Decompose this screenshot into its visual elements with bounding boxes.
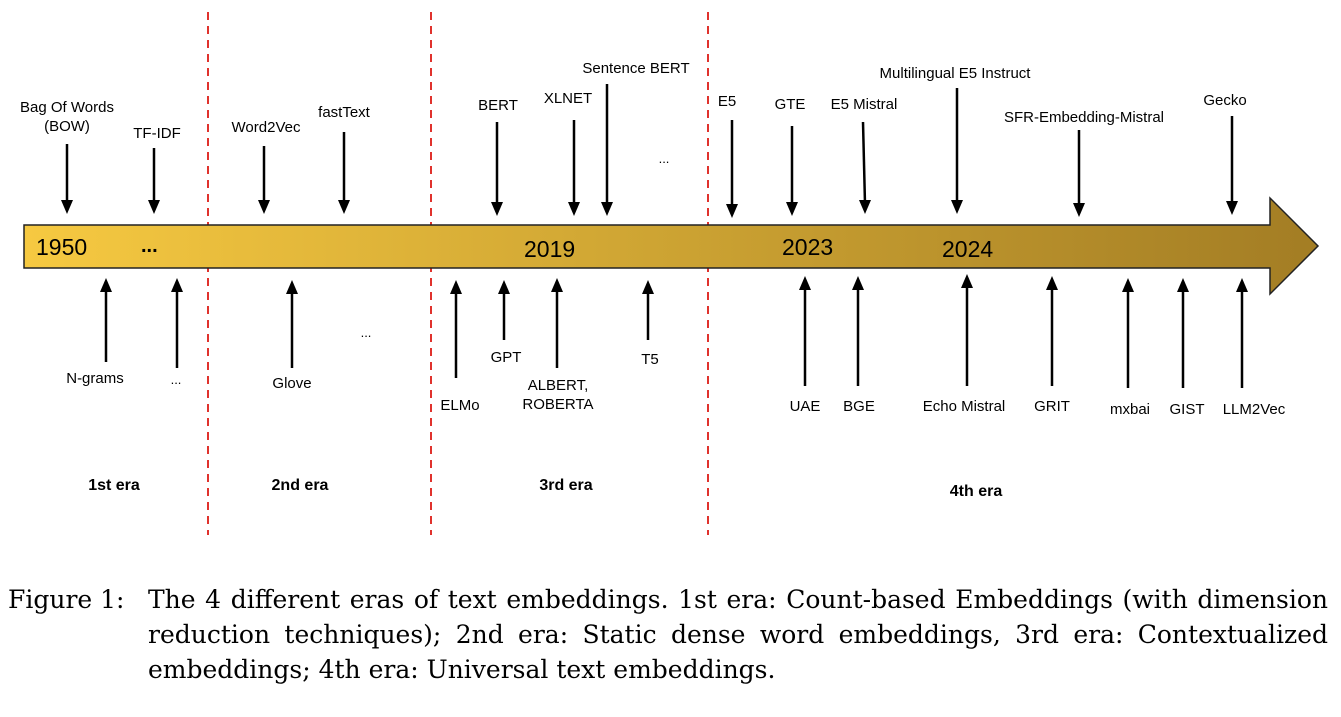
- arrow-fasttext: [338, 132, 350, 214]
- arrow-sfr: [1073, 130, 1085, 217]
- arrow-albert-roberta: [551, 278, 563, 368]
- arrow-gpt: [498, 280, 510, 340]
- label-gist: GIST: [1169, 401, 1204, 418]
- caption-label: Figure 1:: [8, 585, 125, 614]
- label-mxbai: mxbai: [1110, 401, 1150, 418]
- label-sfr-embedding-mistral: SFR-Embedding-Mistral: [1004, 109, 1164, 126]
- arrow-llm2vec: [1236, 278, 1248, 388]
- year-1950: 1950: [36, 234, 87, 260]
- label-gpt: GPT: [491, 349, 522, 366]
- arrow-mxbai: [1122, 278, 1134, 388]
- label-roberta: ROBERTA: [522, 396, 593, 413]
- label-bow-2: (BOW): [44, 118, 90, 135]
- label-bge: BGE: [843, 398, 875, 415]
- arrow-multilingual-e5: [951, 88, 963, 214]
- arrow-gecko: [1226, 116, 1238, 215]
- arrow-tfidf: [148, 148, 160, 214]
- caption-text: The 4 different eras of text embeddings.…: [148, 585, 1328, 684]
- arrow-bow: [61, 144, 73, 214]
- arrow-ngrams: [100, 278, 112, 362]
- label-e5: E5: [718, 93, 736, 110]
- arrow-gist: [1177, 278, 1189, 388]
- label-xlnet: XLNET: [544, 90, 592, 107]
- label-glove: Glove: [272, 375, 311, 392]
- arrow-word2vec: [258, 146, 270, 214]
- timeline-diagram: 1950 ... 2019 2023 2024 Ba: [20, 12, 1320, 535]
- era-label-4: 4th era: [950, 483, 1003, 500]
- label-grit: GRIT: [1034, 398, 1070, 415]
- arrow-elmo: [450, 280, 462, 378]
- era-label-1: 1st era: [88, 477, 140, 494]
- arrow-sentence-bert: [601, 84, 613, 216]
- arrow-e5: [726, 120, 738, 218]
- label-llm2vec: LLM2Vec: [1223, 401, 1286, 418]
- bar-ellipsis: ...: [141, 235, 158, 257]
- label-gecko: Gecko: [1203, 92, 1246, 109]
- year-2023: 2023: [782, 234, 833, 260]
- label-gte: GTE: [775, 96, 806, 113]
- label-word2vec: Word2Vec: [232, 119, 301, 136]
- label-ellipsis-below-1: ...: [171, 372, 182, 387]
- below-arrows: [100, 274, 1248, 388]
- arrow-grit: [1046, 276, 1058, 386]
- above-arrows: [61, 84, 1238, 218]
- era-labels: 1st era 2nd era 3rd era 4th era: [88, 477, 1002, 500]
- arrow-bert: [491, 122, 503, 216]
- label-tfidf: TF-IDF: [133, 125, 180, 142]
- arrow-e5-mistral: [859, 121, 871, 214]
- timeline-bar: [23, 196, 1320, 296]
- arrow-echo-mistral: [961, 274, 973, 386]
- arrow-bge: [852, 276, 864, 386]
- label-e5-mistral: E5 Mistral: [831, 96, 898, 113]
- arrow-glove: [286, 280, 298, 368]
- label-ellipsis-below-2: ...: [361, 325, 372, 340]
- year-2024: 2024: [942, 236, 993, 262]
- label-albert: ALBERT,: [528, 377, 589, 394]
- label-bow-1: Bag Of Words: [20, 99, 114, 116]
- above-labels: Bag Of Words (BOW) TF-IDF Word2Vec fastT…: [20, 60, 1247, 166]
- label-sentence-bert: Sentence BERT: [582, 60, 689, 77]
- label-ellipsis-above: ...: [659, 151, 670, 166]
- below-labels: N-grams ... Glove ... ELMo GPT ALBERT, R…: [66, 325, 1286, 418]
- arrow-t5: [642, 280, 654, 340]
- era-label-2: 2nd era: [272, 477, 329, 494]
- year-2019: 2019: [524, 236, 575, 262]
- label-bert: BERT: [478, 97, 518, 114]
- label-echo-mistral: Echo Mistral: [923, 398, 1006, 415]
- label-uae: UAE: [790, 398, 821, 415]
- era-dividers: [207, 12, 709, 535]
- label-t5: T5: [641, 351, 659, 368]
- label-multilingual-e5-instruct: Multilingual E5 Instruct: [880, 65, 1032, 82]
- label-elmo: ELMo: [440, 397, 479, 414]
- label-ngrams: N-grams: [66, 370, 124, 387]
- figure-caption: Figure 1: The 4 different eras of text e…: [0, 582, 1341, 712]
- arrow-uae: [799, 276, 811, 386]
- arrow-gte: [786, 126, 798, 216]
- arrow-ellipsis-1: [171, 278, 183, 368]
- era-label-3: 3rd era: [539, 477, 592, 494]
- arrow-xlnet: [568, 120, 580, 216]
- label-fasttext: fastText: [318, 104, 371, 121]
